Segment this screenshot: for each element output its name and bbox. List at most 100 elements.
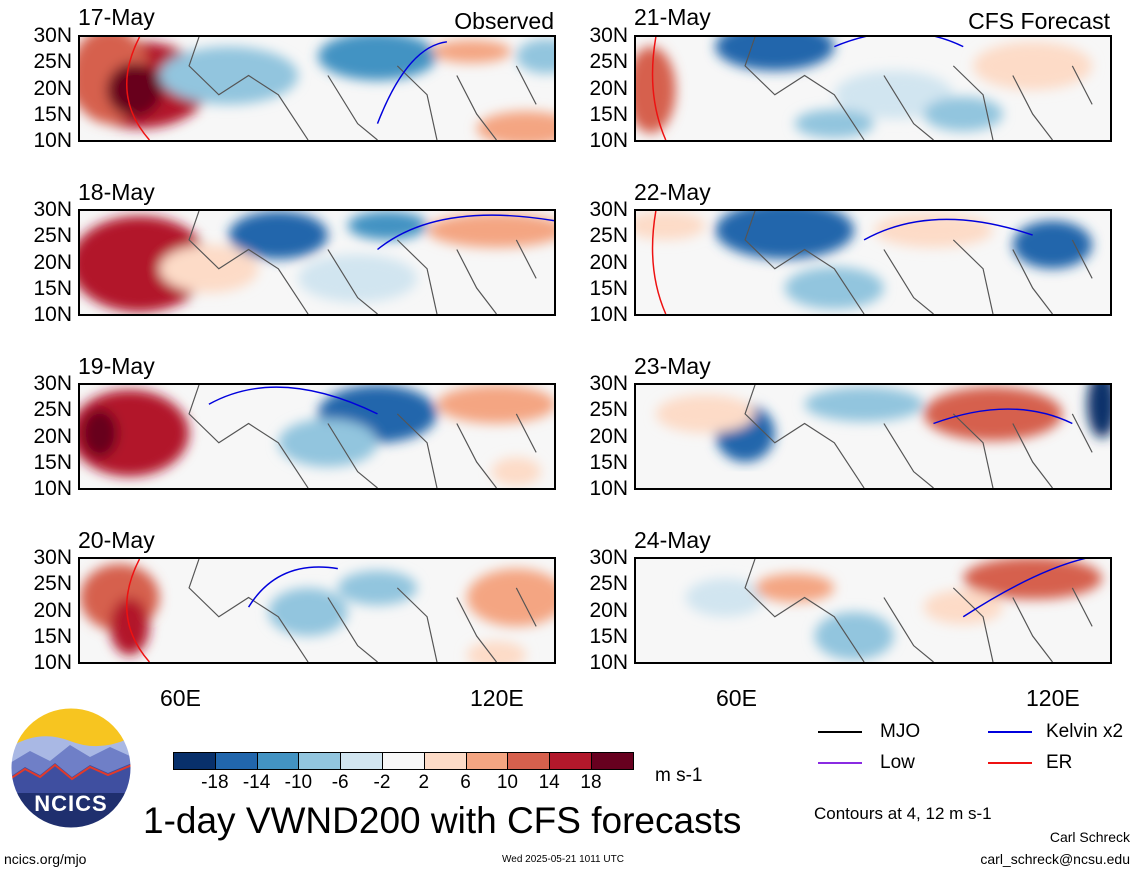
y-tick-label: 20N <box>589 598 628 622</box>
legend-label: ER <box>1046 752 1073 773</box>
anomaly-region <box>636 211 706 240</box>
y-tick-label: 30N <box>589 198 628 221</box>
y-tick-label: 20N <box>589 250 628 274</box>
er-contour <box>126 559 150 662</box>
y-tick-label: 10N <box>589 477 628 500</box>
y-tick-label: 30N <box>589 24 628 47</box>
coastline <box>744 385 1093 488</box>
anomaly-region <box>318 37 437 81</box>
anomaly-region <box>834 70 954 119</box>
anomaly-region <box>347 211 428 240</box>
wind-map <box>78 35 556 142</box>
wind-map <box>634 209 1112 316</box>
colorbar-swatch <box>173 752 216 770</box>
coastline <box>188 559 537 662</box>
anomaly-region <box>491 457 542 487</box>
chart-title: 1-day VWND200 with CFS forecasts <box>143 800 742 841</box>
anomaly-region <box>923 386 1063 441</box>
coastline <box>188 37 537 140</box>
legend-label: Kelvin x2 <box>1046 721 1124 742</box>
author-name: Carl Schreck <box>1049 829 1130 845</box>
panel-date: 23-May <box>634 353 711 379</box>
anomaly-region <box>278 418 378 467</box>
y-tick-label: 30N <box>33 24 72 47</box>
y-tick-label: 30N <box>33 372 72 395</box>
coastline <box>744 37 1093 140</box>
y-tick-label: 15N <box>33 624 72 648</box>
kelvin-contour <box>377 214 554 251</box>
wind-anomaly-field <box>80 211 554 314</box>
colorbar-label: -2 <box>373 772 391 793</box>
colorbar-swatch <box>214 752 258 770</box>
y-tick-label: 15N <box>33 450 72 474</box>
wind-map <box>634 557 1112 664</box>
legend-swatch-low <box>818 762 862 764</box>
kelvin-contour <box>376 41 447 124</box>
y-tick-label: 10N <box>589 303 628 326</box>
anomaly-region <box>1012 220 1093 269</box>
y-tick-label: 30N <box>33 546 72 569</box>
kelvin-contour <box>863 218 1033 241</box>
anomaly-region <box>268 587 348 637</box>
colorbar-label: 6 <box>460 772 471 793</box>
colorbar-label: -10 <box>284 772 313 793</box>
forecast-label: CFS Forecast <box>968 8 1110 34</box>
wind-map <box>634 383 1112 490</box>
anomaly-region <box>754 573 835 603</box>
panel-date: 21-May <box>634 4 711 30</box>
colorbar-label: 18 <box>580 772 602 793</box>
panel-date: 19-May <box>78 353 155 379</box>
legend-label: Low <box>880 752 915 773</box>
legend-swatch-kelvin <box>988 731 1032 733</box>
kelvin-contour <box>834 37 964 48</box>
site-url: ncics.org/mjo <box>4 851 87 867</box>
anomaly-region <box>784 266 884 310</box>
anomaly-region <box>516 38 554 74</box>
observed-label: Observed <box>454 8 554 34</box>
panel-date: 20-May <box>78 527 155 553</box>
y-tick-label: 25N <box>33 572 72 596</box>
y-tick-label: 20N <box>589 424 628 448</box>
logo-text: NCICS <box>34 791 108 816</box>
y-tick-label: 20N <box>33 598 72 622</box>
y-tick-label: 10N <box>589 651 628 674</box>
anomaly-region <box>106 62 163 117</box>
coastline <box>744 559 1093 662</box>
anomaly-region <box>298 254 418 303</box>
colorbar-swatch <box>465 752 509 770</box>
anomaly-region <box>1087 385 1110 438</box>
y-tick-label: 10N <box>33 477 72 500</box>
anomaly-region <box>923 589 1003 625</box>
colorbar-swatch <box>298 752 342 770</box>
colorbar-swatch <box>549 752 592 770</box>
anomaly-region <box>466 568 554 627</box>
y-tick-label: 15N <box>589 450 628 474</box>
colorbar-swatch <box>423 752 467 770</box>
kelvin-contour <box>208 386 378 415</box>
wind-anomaly-field <box>655 385 1110 488</box>
kelvin-contour <box>247 566 338 608</box>
y-tick-label: 10N <box>33 651 72 674</box>
coastline <box>188 211 537 314</box>
y-tick-label: 10N <box>589 129 628 152</box>
colorbar-label: -14 <box>242 772 271 793</box>
x-tick-label: 120E <box>470 685 524 711</box>
y-tick-label: 20N <box>589 76 628 100</box>
y-tick-label: 20N <box>33 424 72 448</box>
colorbar-swatch <box>507 752 551 770</box>
anomaly-region <box>685 578 765 617</box>
y-tick-label: 25N <box>589 50 628 74</box>
anomaly-region <box>804 386 924 422</box>
er-contour <box>126 37 150 140</box>
logo-graphic <box>10 707 132 829</box>
legend-swatch-er <box>988 762 1032 764</box>
ncics-logo: NCICS <box>10 707 132 829</box>
author-email: carl_schreck@ncsu.edu <box>980 851 1130 867</box>
wind-anomaly-field <box>80 37 554 140</box>
x-tick-label: 120E <box>1026 685 1080 711</box>
anomaly-region <box>973 41 1093 90</box>
y-tick-label: 30N <box>33 198 72 221</box>
y-tick-label: 15N <box>589 624 628 648</box>
y-tick-label: 25N <box>33 224 72 248</box>
er-contour <box>651 211 667 314</box>
